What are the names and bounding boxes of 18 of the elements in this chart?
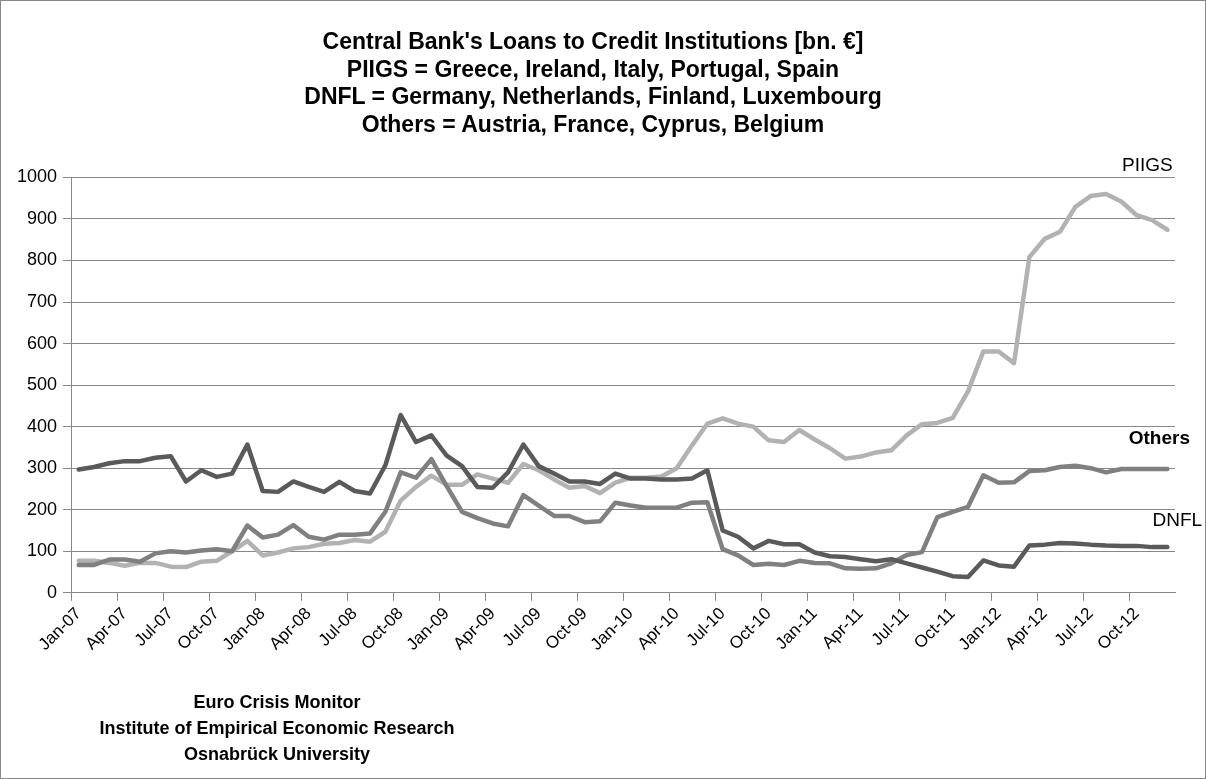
series-label: PIIGS — [1121, 153, 1173, 175]
y-tick-label: 200 — [27, 498, 58, 519]
chart-title: Central Bank's Loans to Credit Institutions [bn. €] PIIGS = Greece, Ireland, Italy, Portugal, Spain DNFL = Germany, Netherlands, Finland, Luxembourg Others = Austria, France, Cyprus, Belgium — [304, 28, 882, 137]
y-tick-label: 800 — [27, 249, 58, 270]
text: Osnabrück University — [183, 744, 371, 764]
y-tick-label: 400 — [27, 415, 58, 436]
y-tick-label: 1000 — [17, 166, 58, 187]
series-label: Others — [1128, 427, 1190, 449]
y-tick-label: 300 — [27, 457, 58, 478]
series-label: DNFL — [1152, 509, 1203, 531]
y-tick-label: 0 — [47, 581, 58, 602]
text: Institute of Empirical Economic Research — [99, 718, 455, 738]
y-tick-label: 100 — [27, 540, 58, 561]
y-tick-label: 600 — [27, 332, 58, 353]
y-tick-label: 500 — [27, 374, 58, 395]
y-tick-label: 900 — [27, 207, 58, 228]
text: Euro Crisis Monitor — [193, 692, 361, 712]
y-tick-label: 700 — [27, 290, 58, 311]
